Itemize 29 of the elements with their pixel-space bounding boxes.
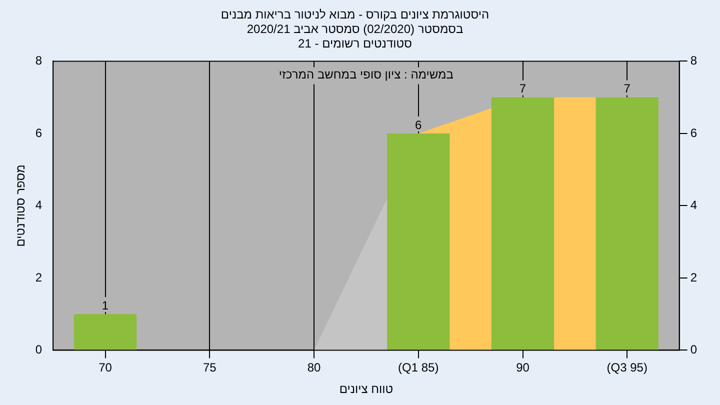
y-tick-label: 0	[35, 342, 42, 357]
x-tick-label: 75	[202, 360, 217, 375]
text: סטודנטים רשומים - 21	[298, 36, 412, 50]
data-label: 6	[415, 118, 422, 132]
y-axis-title: מספר סטודנטים	[14, 164, 28, 247]
x-tick-label: 80	[307, 360, 322, 375]
y2-tick-label: 2	[690, 270, 698, 284]
y2-tick-label: 8	[690, 54, 698, 68]
y-tick-label: 4	[35, 198, 42, 212]
x-tick-label: 70	[98, 360, 112, 375]
y2-tick-label: 0	[690, 342, 698, 357]
y-tick-label: 6	[35, 126, 42, 140]
x-axis-title: טווח ציונים	[339, 382, 394, 396]
x-tick-label: 90	[516, 360, 530, 375]
bar	[596, 97, 658, 350]
bar	[491, 97, 554, 350]
y2-tick-label: 6	[690, 126, 698, 140]
annotation: במשימה : ציון סופי במחשב המרכזי	[278, 68, 454, 82]
text: היסטוגרמת ציונים בקורס - מבוא לניטור בריאות מבנים	[220, 8, 490, 22]
bar	[74, 314, 137, 350]
x-tick-label: (Q3 95)	[606, 360, 648, 375]
text: בסמסטר (02/2020) סמסטר אביב 2020/21	[246, 22, 464, 36]
data-label: 7	[519, 82, 526, 96]
y-tick-label: 8	[35, 54, 42, 68]
data-label: 1	[102, 298, 109, 312]
y-tick-label: 2	[35, 270, 42, 284]
y2-tick-label: 4	[690, 198, 698, 212]
data-label: 7	[624, 82, 631, 96]
x-tick-label: (Q1 85)	[398, 360, 439, 375]
